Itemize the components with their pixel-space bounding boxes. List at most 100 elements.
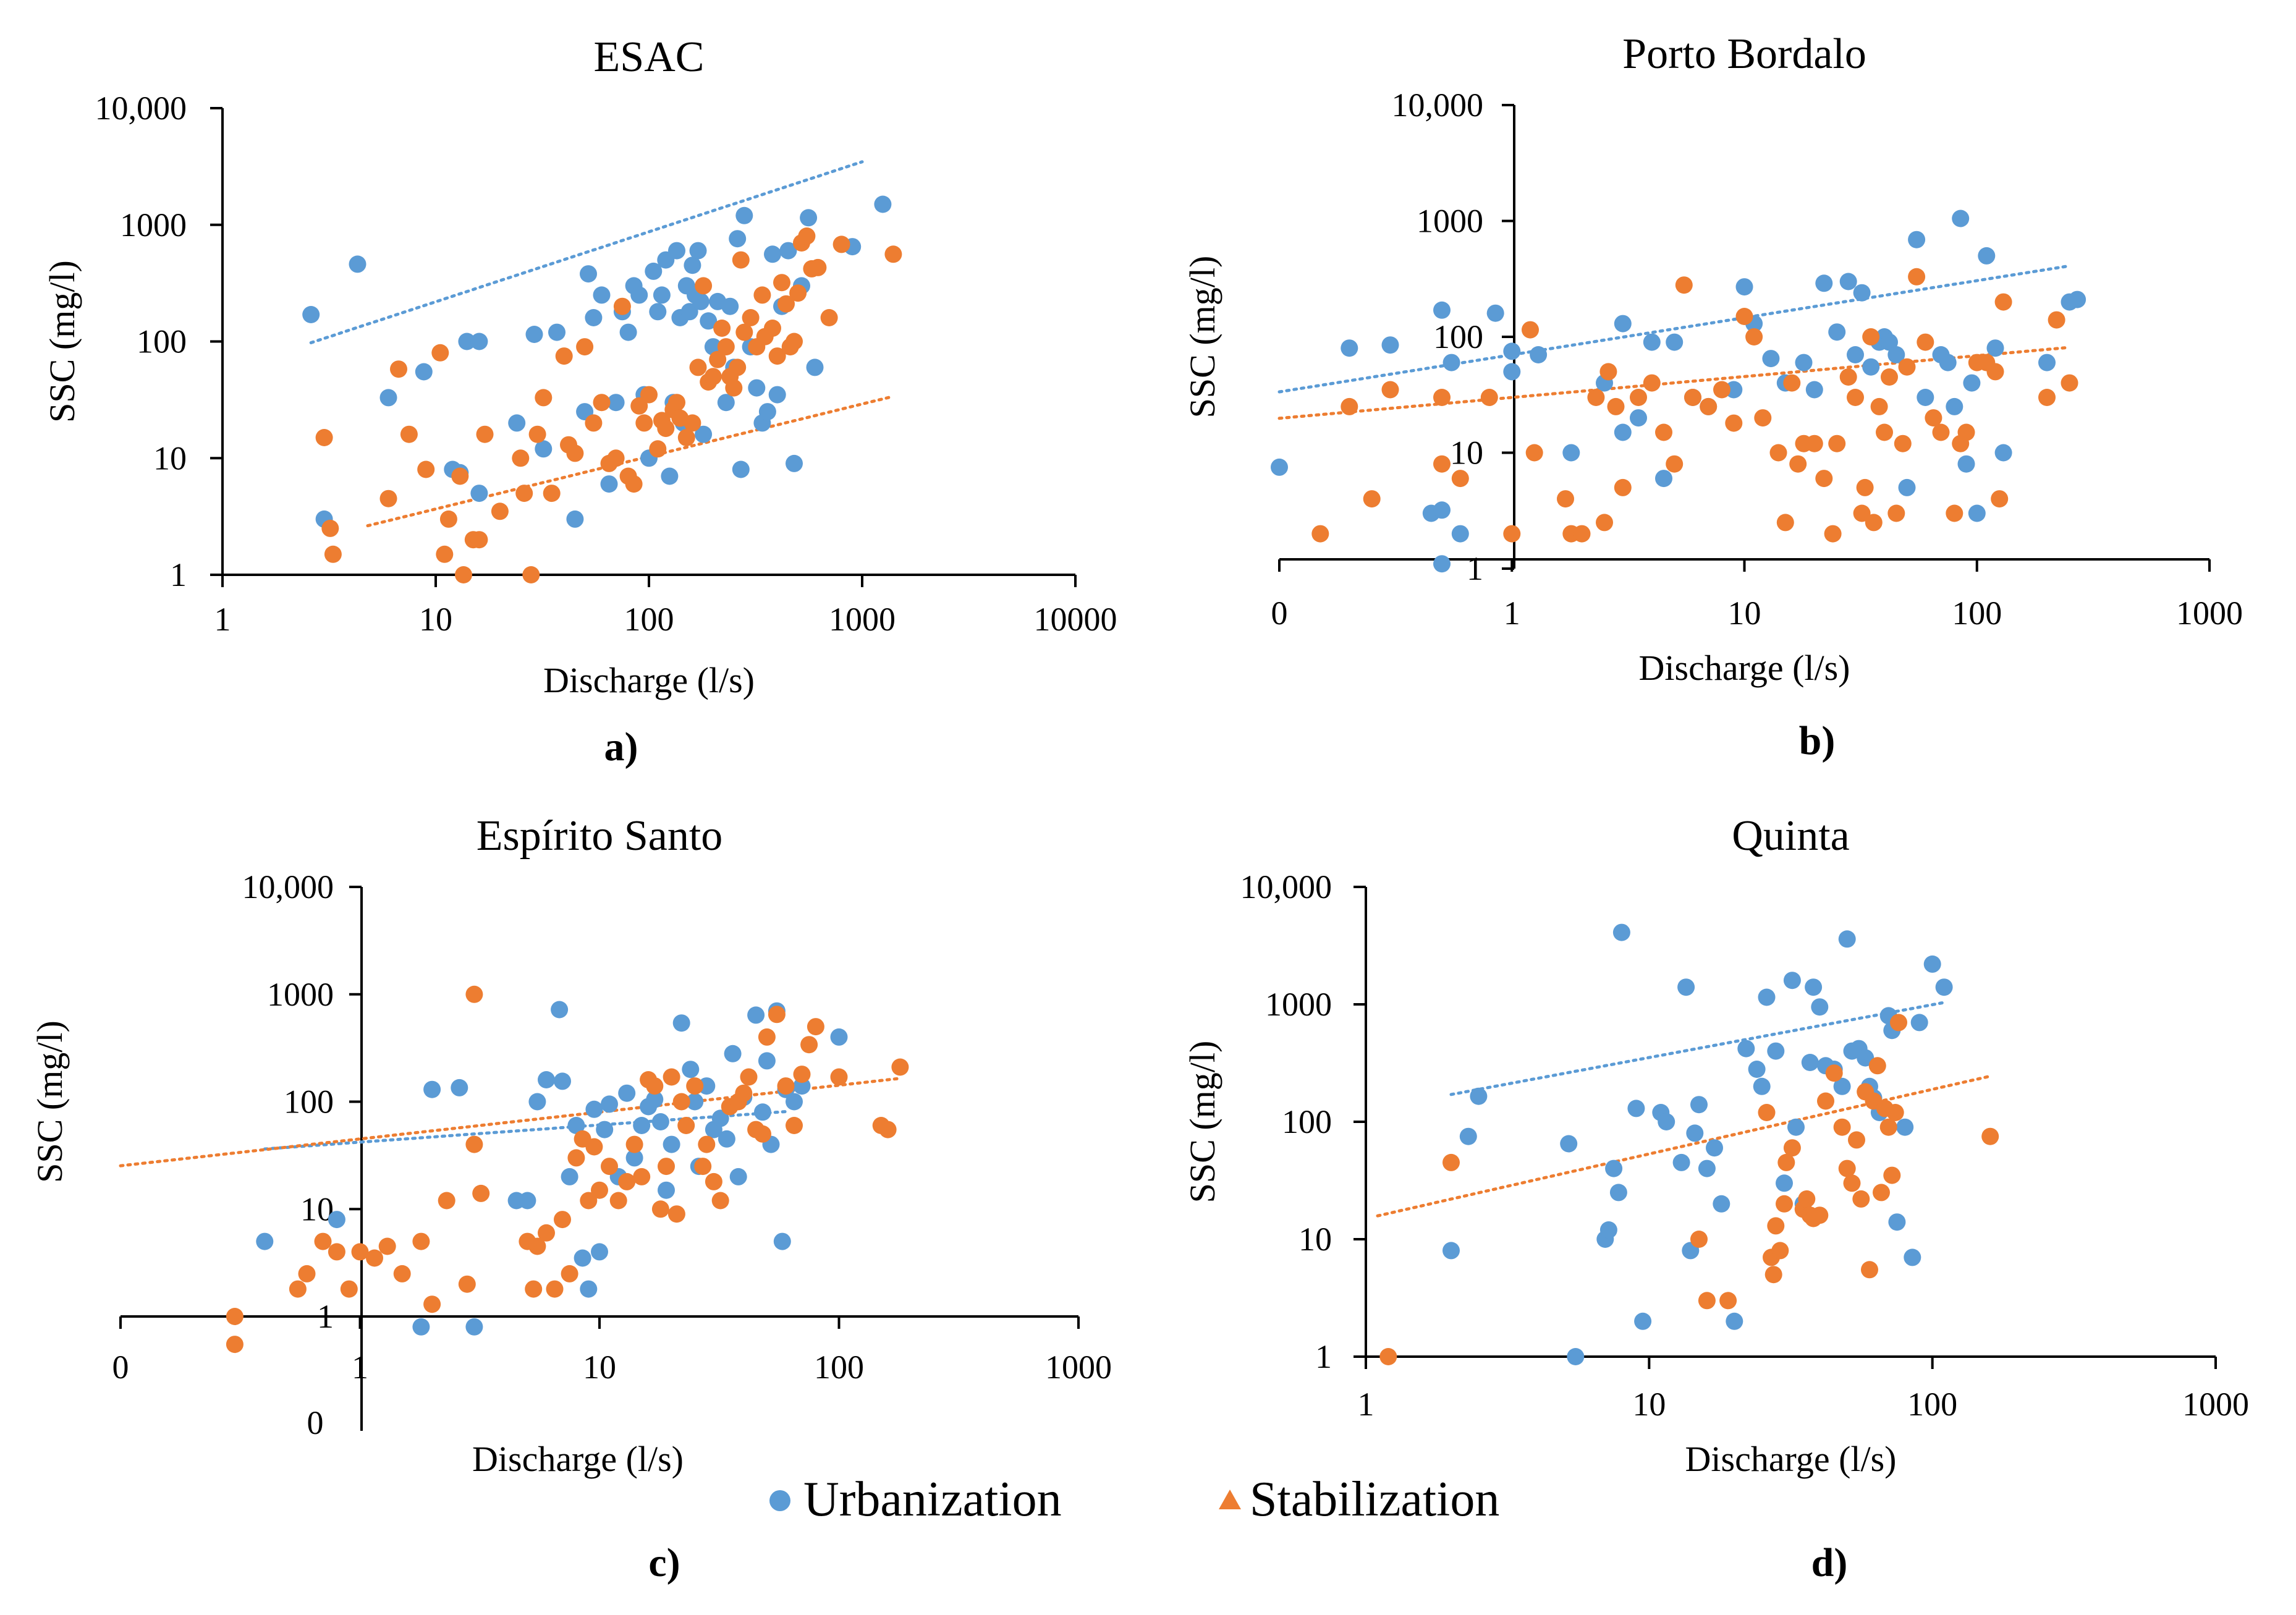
data-point-stabilization xyxy=(1898,358,1916,376)
data-point-stabilization xyxy=(1525,444,1543,462)
x-tick-label: 100 xyxy=(624,601,674,638)
data-point-stabilization xyxy=(742,309,760,326)
y-tick-label: 10,000 xyxy=(1240,868,1332,905)
legend-marker-urbanization xyxy=(769,1490,790,1511)
data-point-stabilization xyxy=(1917,333,1934,351)
data-point-urbanization xyxy=(538,1071,555,1088)
data-point-stabilization xyxy=(1758,1104,1776,1121)
data-point-urbanization xyxy=(561,1168,578,1185)
data-point-stabilization xyxy=(694,1158,712,1176)
data-point-urbanization xyxy=(580,1280,598,1298)
data-point-stabilization xyxy=(1643,374,1661,392)
y-tick-label: 100 xyxy=(284,1083,334,1121)
data-point-urbanization xyxy=(1762,350,1780,368)
data-point-stabilization xyxy=(1847,389,1864,406)
trendline-urbanization xyxy=(1277,264,2071,394)
x-tick-label: 1000 xyxy=(2176,595,2243,632)
data-point-urbanization xyxy=(1805,978,1823,996)
data-point-urbanization xyxy=(535,440,553,458)
y-tick-label: 1000 xyxy=(120,206,187,244)
data-point-urbanization xyxy=(630,286,648,304)
y-tick-label: 10,000 xyxy=(95,90,187,127)
data-point-urbanization xyxy=(567,1117,585,1134)
data-point-urbanization xyxy=(528,1093,546,1111)
y-tick-label: 10 xyxy=(300,1190,334,1227)
data-point-urbanization xyxy=(779,242,797,260)
data-point-urbanization xyxy=(1698,1159,1716,1177)
chart-panel-2: 1 10 100 1000 10,000 0 1 10 100 1000 Porto Bordalo… xyxy=(1182,30,2243,763)
data-point-urbanization xyxy=(601,1095,618,1113)
data-point-stabilization xyxy=(1825,1064,1843,1082)
data-point-stabilization xyxy=(1881,368,1898,386)
data-point-urbanization xyxy=(1614,315,1632,333)
data-point-urbanization xyxy=(646,1090,664,1108)
data-point-stabilization xyxy=(1798,1190,1816,1208)
data-point-urbanization xyxy=(574,1249,591,1267)
data-point-stabilization xyxy=(580,1192,598,1210)
data-point-urbanization xyxy=(451,1079,468,1096)
data-point-stabilization xyxy=(1852,1190,1870,1208)
data-point-stabilization xyxy=(1480,389,1498,406)
data-point-urbanization xyxy=(1783,972,1801,990)
data-point-stabilization xyxy=(735,1084,753,1102)
data-point-stabilization xyxy=(1599,363,1617,381)
data-point-stabilization xyxy=(830,1068,848,1086)
data-point-urbanization xyxy=(758,403,776,421)
data-point-stabilization xyxy=(1925,409,1942,427)
data-point-stabilization xyxy=(1886,1104,1904,1121)
data-point-stabilization xyxy=(613,297,631,315)
data-point-urbanization xyxy=(1898,478,1916,496)
data-point-stabilization xyxy=(789,284,807,302)
data-point-urbanization xyxy=(758,1052,776,1070)
data-point-stabilization xyxy=(1876,423,1893,441)
data-point-urbanization xyxy=(1725,381,1743,399)
data-point-stabilization xyxy=(657,420,675,438)
data-point-stabilization xyxy=(423,1295,441,1313)
data-point-stabilization xyxy=(658,1158,675,1176)
y-tick-label: 10,000 xyxy=(242,868,334,905)
data-point-urbanization xyxy=(1677,978,1695,996)
data-point-urbanization xyxy=(1952,210,1970,227)
x-tick-label: 1000 xyxy=(2182,1386,2249,1423)
data-point-stabilization xyxy=(567,1149,585,1167)
data-point-urbanization xyxy=(1753,1077,1771,1095)
trendline-urbanization xyxy=(263,1110,787,1151)
panel-label: b) xyxy=(1799,718,1836,763)
data-point-urbanization xyxy=(661,467,679,485)
data-point-stabilization xyxy=(601,1158,618,1176)
data-point-stabilization xyxy=(798,227,816,245)
data-point-stabilization xyxy=(555,347,573,365)
data-point-stabilization xyxy=(1853,504,1871,522)
data-point-stabilization xyxy=(1522,321,1539,339)
data-point-stabilization xyxy=(1769,444,1787,462)
data-point-stabilization xyxy=(439,510,457,528)
trendline-stabilization xyxy=(366,394,895,528)
data-point-stabilization xyxy=(2038,389,2056,406)
data-point-stabilization xyxy=(677,1117,695,1134)
data-point-stabilization xyxy=(472,1184,490,1202)
data-point-stabilization xyxy=(1887,504,1905,522)
legend-marker-stabilization xyxy=(1219,1490,1241,1509)
data-point-urbanization xyxy=(470,333,488,350)
data-point-urbanization xyxy=(1881,333,1898,351)
y-tick-label: 10 xyxy=(153,439,187,477)
data-point-stabilization xyxy=(1862,328,1880,345)
data-point-stabilization xyxy=(1879,1118,1897,1136)
data-point-stabilization xyxy=(695,277,713,295)
data-point-urbanization xyxy=(1839,273,1857,290)
data-point-stabilization xyxy=(768,347,786,365)
data-point-stabilization xyxy=(543,485,561,502)
panel-label: c) xyxy=(648,1540,680,1585)
data-point-stabilization xyxy=(1957,423,1975,441)
data-point-stabilization xyxy=(1379,1348,1397,1365)
data-point-stabilization xyxy=(591,1181,608,1199)
data-point-stabilization xyxy=(711,1192,729,1210)
data-point-stabilization xyxy=(1783,1139,1801,1157)
data-point-urbanization xyxy=(554,1072,571,1090)
y-tick-label: 1000 xyxy=(1417,203,1483,240)
data-point-stabilization xyxy=(1890,1014,1907,1032)
data-point-stabilization xyxy=(651,1200,669,1218)
data-point-stabilization xyxy=(1994,293,2012,311)
data-point-stabilization xyxy=(328,1243,345,1261)
data-point-stabilization xyxy=(465,985,483,1003)
